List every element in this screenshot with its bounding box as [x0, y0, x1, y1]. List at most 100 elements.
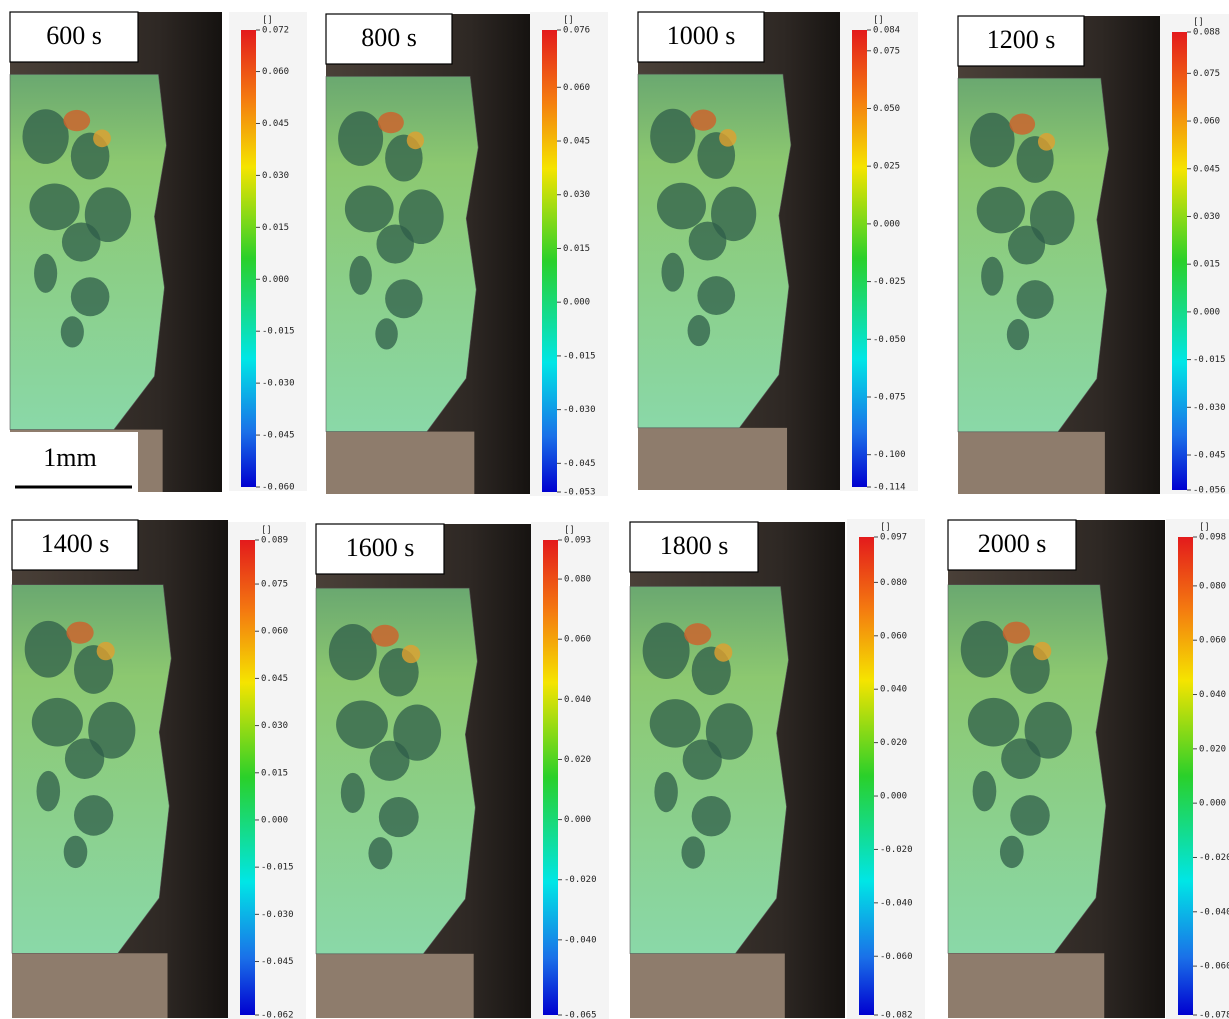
grain — [656, 182, 706, 230]
colorbar-tick-label: 0.097 — [880, 533, 907, 543]
grain — [393, 704, 442, 761]
grain — [1001, 738, 1041, 779]
colorbar-tick-label: -0.045 — [261, 957, 294, 967]
time-label: 1000 s — [667, 21, 736, 50]
grain — [691, 796, 731, 837]
colorbar-tick-label: 0.050 — [873, 104, 900, 114]
grain — [378, 796, 419, 838]
panel: 1600 s []0.093 0.080 0.060 0.040 0.020 0.000 -0… — [315, 522, 609, 1019]
specimen-edge — [638, 427, 788, 490]
grain — [385, 279, 423, 319]
colorbar-tick-label: -0.060 — [262, 483, 295, 493]
colorbar-tick-label: 0.080 — [1199, 581, 1226, 591]
panel: 2000 s []0.098 0.080 0.060 0.040 0.020 0.000 -0… — [947, 519, 1229, 1019]
colorbar-unit: [] — [261, 526, 272, 536]
grain — [1010, 795, 1050, 836]
colorbar-tick-label: -0.078 — [1199, 1011, 1229, 1019]
grain — [29, 183, 80, 231]
colorbar-tick-label: 0.045 — [563, 137, 590, 147]
hot-spot — [401, 644, 421, 664]
grain — [31, 697, 83, 747]
colorbar-tick-label: -0.114 — [873, 483, 906, 493]
colorbar-tick-label: 0.040 — [1199, 690, 1226, 700]
panel: 1000 s []0.084 0.075 0.050 0.025 0.000 -0.025 -… — [637, 11, 918, 493]
time-label: 600 s — [46, 21, 102, 50]
grain — [697, 276, 736, 316]
hot-spot — [684, 623, 712, 646]
colorbar-tick-label: 0.015 — [262, 223, 289, 233]
colorbar — [542, 30, 557, 492]
hot-spot — [406, 131, 425, 150]
grain — [976, 186, 1025, 234]
label-box — [11, 519, 139, 571]
colorbar-tick-label: -0.020 — [880, 845, 913, 855]
colorbar-tick-label: 0.045 — [261, 674, 288, 684]
colorbar-tick-label: -0.045 — [262, 431, 295, 441]
colorbar-tick-label: -0.060 — [880, 952, 913, 962]
colorbar-tick-label: -0.015 — [1193, 355, 1226, 365]
grain — [960, 620, 1009, 678]
grain — [681, 836, 705, 869]
colorbar-tick-label: 0.075 — [261, 580, 288, 590]
colorbar-tick-label: -0.045 — [1193, 451, 1226, 461]
grain — [70, 277, 110, 317]
grain — [61, 222, 101, 262]
grain — [344, 185, 394, 233]
grain — [349, 255, 372, 295]
time-label: 1200 s — [987, 25, 1056, 54]
colorbar-tick-label: 0.098 — [1199, 533, 1226, 543]
colorbar-tick-label: 0.080 — [564, 575, 591, 585]
colorbar-tick-label: -0.065 — [564, 1011, 597, 1019]
colorbar — [240, 540, 255, 1015]
label-box — [9, 11, 139, 63]
panel: 1200 s []0.088 0.075 0.060 0.045 0.030 0.015 0.… — [957, 14, 1229, 496]
grain — [84, 187, 132, 243]
colorbar — [543, 540, 558, 1015]
colorbar-tick-label: 0.060 — [262, 67, 289, 77]
colorbar-tick-label: -0.045 — [563, 459, 596, 469]
grain — [340, 772, 365, 814]
colorbar-tick-label: -0.060 — [1199, 962, 1229, 972]
grain — [36, 770, 61, 812]
grain — [24, 620, 72, 678]
grain — [368, 837, 393, 870]
grain — [336, 700, 388, 749]
grain — [338, 111, 384, 166]
colorbar-tick-label: 0.000 — [1193, 307, 1220, 317]
colorbar-tick-label: 0.030 — [261, 721, 288, 731]
colorbar-tick-label: -0.030 — [563, 405, 596, 415]
colorbar-tick-label: 0.084 — [873, 26, 900, 36]
colorbar-panel — [1160, 14, 1229, 494]
colorbar-tick-label: 0.020 — [880, 738, 907, 748]
colorbar-tick-label: -0.040 — [880, 898, 913, 908]
colorbar-tick-label: 0.000 — [564, 815, 591, 825]
grain — [650, 108, 696, 164]
scale-bar-label: 1mm — [43, 443, 96, 472]
hot-spot — [1009, 113, 1036, 135]
colorbar-tick-label: 0.080 — [880, 578, 907, 588]
label-box — [957, 15, 1085, 67]
grain — [1024, 701, 1072, 759]
specimen-edge — [316, 953, 474, 1018]
grain — [63, 835, 88, 869]
colorbar-tick-label: -0.053 — [563, 488, 596, 498]
colorbar-tick-label: -0.040 — [1199, 907, 1229, 917]
colorbar-unit: [] — [880, 523, 891, 533]
colorbar-tick-label: -0.100 — [873, 450, 906, 460]
colorbar-tick-label: 0.060 — [564, 635, 591, 645]
grain — [1007, 225, 1046, 265]
grain — [705, 703, 753, 760]
hot-spot — [714, 643, 733, 662]
colorbar-tick-label: -0.030 — [261, 910, 294, 920]
colorbar-tick-label: -0.082 — [880, 1011, 913, 1019]
colorbar-panel — [1166, 519, 1229, 1019]
specimen-edge — [958, 431, 1105, 494]
colorbar-tick-label: -0.030 — [262, 379, 295, 389]
grain — [969, 112, 1015, 168]
colorbar-unit: [] — [564, 526, 575, 536]
grain — [1016, 280, 1054, 320]
colorbar-tick-label: 0.072 — [262, 26, 289, 36]
colorbar-tick-label: 0.000 — [1199, 799, 1226, 809]
hot-spot — [63, 109, 91, 132]
